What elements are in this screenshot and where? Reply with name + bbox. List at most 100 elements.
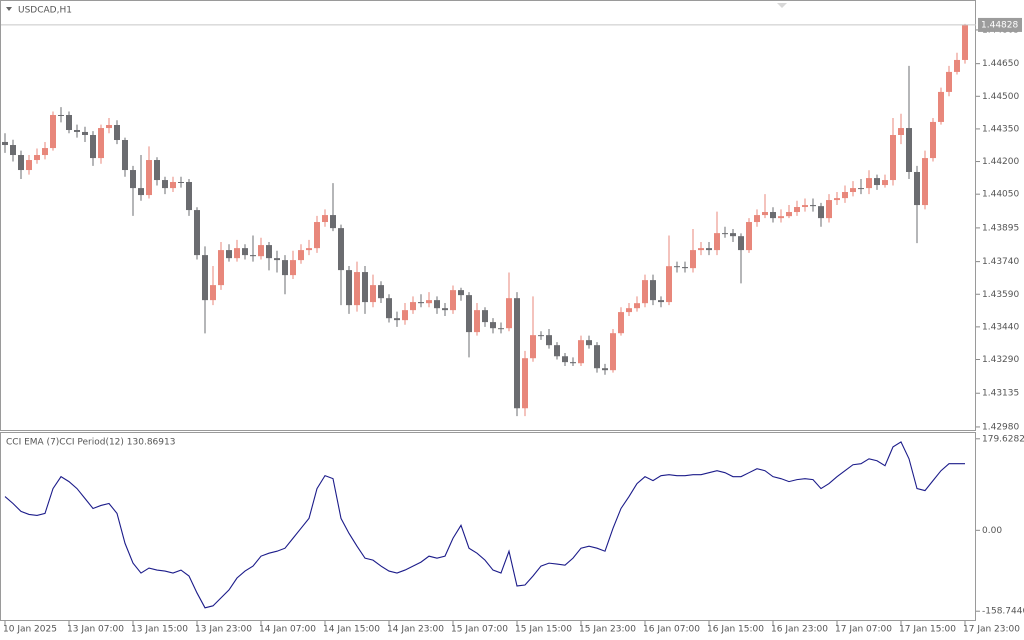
candle-body [962,24,968,60]
candle-body [306,248,312,251]
y-tick-label: 1.43895 [982,223,1019,233]
candle-body [18,155,24,171]
candle-body [66,114,72,131]
candle-body [930,121,936,159]
candle-body [130,170,136,189]
cci-line [4,441,966,609]
candle-body [906,128,912,172]
price-title: USDCAD,H1 [18,6,72,16]
x-tick-label: 13 Jan 15:00 [131,625,188,635]
candle-body [802,205,808,208]
candle-body [146,160,152,196]
x-tick-label: 16 Jan 15:00 [707,625,764,635]
candle-body [466,295,472,333]
candle-body [618,312,624,334]
candle-body [650,280,656,301]
candle-body [138,188,144,196]
candle-body [666,266,672,303]
candle-body [10,145,16,156]
candle-body [90,135,96,159]
candle-body [954,59,960,72]
y-tick-label: 1.42980 [982,422,1019,432]
y-tick-label: 0.00 [982,526,1002,536]
x-tick-label: 17 Jan 23:00 [963,625,1020,635]
candle-body [866,178,872,189]
candle-body [698,248,704,251]
candle-body [626,308,632,313]
y-tick-label: 1.44350 [982,124,1019,134]
candle-body [530,335,536,359]
candle-body [490,322,496,329]
candle-body [178,181,184,183]
x-tick-label: 17 Jan 07:00 [835,625,892,635]
candle-body [562,356,568,363]
cci-panel-frame [0,432,976,621]
price-panel-frame [0,0,976,431]
candle-body [674,266,680,268]
candle-body [834,198,840,201]
x-tick-label: 14 Jan 15:00 [323,625,380,635]
candle-body [42,148,48,156]
candle-body [810,205,816,207]
candle-body [538,335,544,337]
candle-body [330,215,336,229]
x-tick-label: 14 Jan 23:00 [387,625,444,635]
candle-body [186,181,192,211]
candle-body [274,258,280,261]
candle-body [898,128,904,136]
candle-body [546,335,552,346]
x-tick-label: 17 Jan 15:00 [899,625,956,635]
candle-body [746,222,752,251]
y-tick-label: -158.7446 [982,607,1024,617]
candle-body [218,250,224,286]
candle-body [122,140,128,171]
candle-body [474,310,480,333]
candle-body [210,285,216,301]
candle-body [594,345,600,369]
candle-body [842,192,848,199]
candle-body [362,272,368,303]
collapse-icon [6,7,12,11]
candle-body [610,333,616,371]
candle-body [290,260,296,276]
x-tick-label: 14 Jan 07:00 [259,625,316,635]
candle-body [346,270,352,306]
candle-body [690,250,696,269]
candle-body [482,310,488,323]
candle-body [946,71,952,92]
y-tick-label: 179.62821 [982,434,1024,444]
candle-body [426,300,432,304]
candle-body [914,171,920,206]
candle-body [82,131,88,136]
candle-body [554,345,560,357]
candle-body [258,245,264,257]
candle-body [370,285,376,303]
y-tick-label: 1.43740 [982,257,1019,267]
candle-body [858,188,864,190]
y-tick-label: 1.44650 [982,59,1019,69]
candle-body [394,318,400,321]
candle-body [874,178,880,186]
candle-body [410,302,416,311]
candle-body [922,158,928,206]
y-tick-label: 1.44200 [982,157,1019,167]
candle-body [706,248,712,251]
candle-body [522,358,528,409]
candle-body [578,340,584,364]
candle-body [882,180,888,186]
candle-body [514,298,520,409]
x-tick-label: 15 Jan 23:00 [579,625,636,635]
x-tick-label: 16 Jan 23:00 [771,625,828,635]
candle-body [386,298,392,319]
last-price-label: 1.44828 [981,20,1018,30]
candle-body [682,267,688,269]
candle-body [106,125,112,129]
candle-body [154,160,160,181]
candle-body [938,91,944,122]
candle-body [162,180,168,189]
candle-body [378,285,384,299]
candle-body [770,212,776,219]
